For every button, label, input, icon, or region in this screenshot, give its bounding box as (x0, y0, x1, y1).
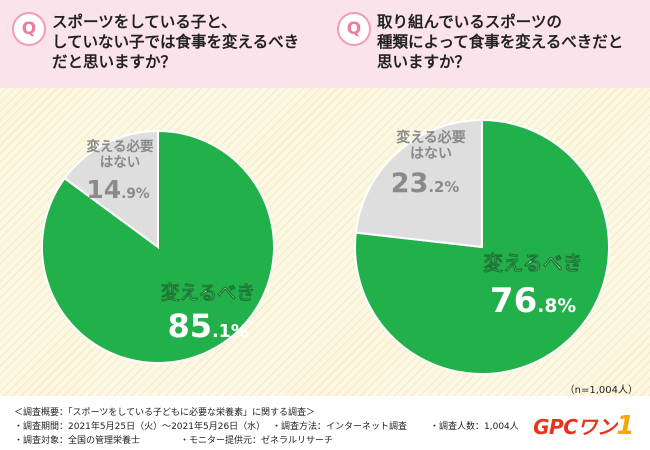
survey-period: ・調査期間：2021年5月25日（火）〜2021年5月26日（水） (14, 422, 266, 432)
slice-label-change: 変えるべき (483, 251, 582, 275)
survey-method: ・調査方法：インターネット調査 (272, 422, 408, 432)
slice-value-change: 76.8% (490, 281, 576, 321)
survey-target: ・調査対象：全国の管理栄養士 (14, 436, 141, 446)
slice-label-no-need: 変える必要はない (396, 129, 466, 162)
pie-chart-1: 変えるべき 85.1% 変える必要はない 14.9% (41, 129, 275, 364)
sample-size: （n=1,004人） (564, 385, 638, 396)
question-icon: Q (12, 12, 46, 46)
question-1-text: スポーツをしている子と、 していない子では食事を変えるべき だと思いますか？ (52, 13, 300, 71)
slice-value-change: 85.1% (167, 307, 248, 345)
survey-monitor: ・モニター提供元：ゼネラルリサーチ (180, 436, 334, 446)
pie-slice-no-need (354, 118, 483, 249)
slice-value-no-need: 14.9% (86, 175, 150, 204)
gpc-logo: GPCワン1 (533, 411, 634, 441)
question-2-text: 取り組んでいるスポーツの 種類によって食事を変えるべきだと 思いますか？ (377, 13, 624, 71)
question-icon: Q (337, 12, 371, 46)
slice-label-change: 変えるべき (161, 281, 255, 304)
footer (0, 396, 650, 450)
pie-slice-no-need (63, 129, 159, 249)
slice-value-no-need: 23.2% (391, 168, 460, 199)
slice-label-no-need: 変える必要はない (86, 138, 154, 171)
pie-chart-2: 変えるべき 76.8% 変える必要はない 23.2% (354, 118, 610, 375)
survey-count: ・調査人数：1,004人 (430, 422, 519, 432)
header-band (0, 0, 650, 88)
survey-overview: ＜調査概要：「スポーツをしている子どもに必要な栄養素」に関する調査＞ (14, 408, 316, 418)
